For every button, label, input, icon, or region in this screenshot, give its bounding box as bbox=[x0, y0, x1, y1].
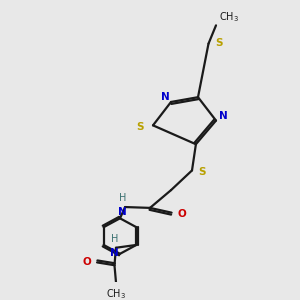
Text: N: N bbox=[218, 111, 227, 121]
Text: S: S bbox=[215, 38, 223, 48]
Text: CH$_3$: CH$_3$ bbox=[106, 287, 126, 300]
Text: N: N bbox=[110, 248, 119, 258]
Text: O: O bbox=[178, 208, 186, 218]
Text: H: H bbox=[111, 233, 118, 244]
Text: CH$_3$: CH$_3$ bbox=[219, 10, 239, 24]
Text: H: H bbox=[119, 193, 126, 202]
Text: S: S bbox=[137, 122, 144, 132]
Text: N: N bbox=[161, 92, 170, 102]
Text: S: S bbox=[199, 167, 206, 177]
Text: N: N bbox=[118, 207, 127, 217]
Text: O: O bbox=[82, 256, 91, 267]
